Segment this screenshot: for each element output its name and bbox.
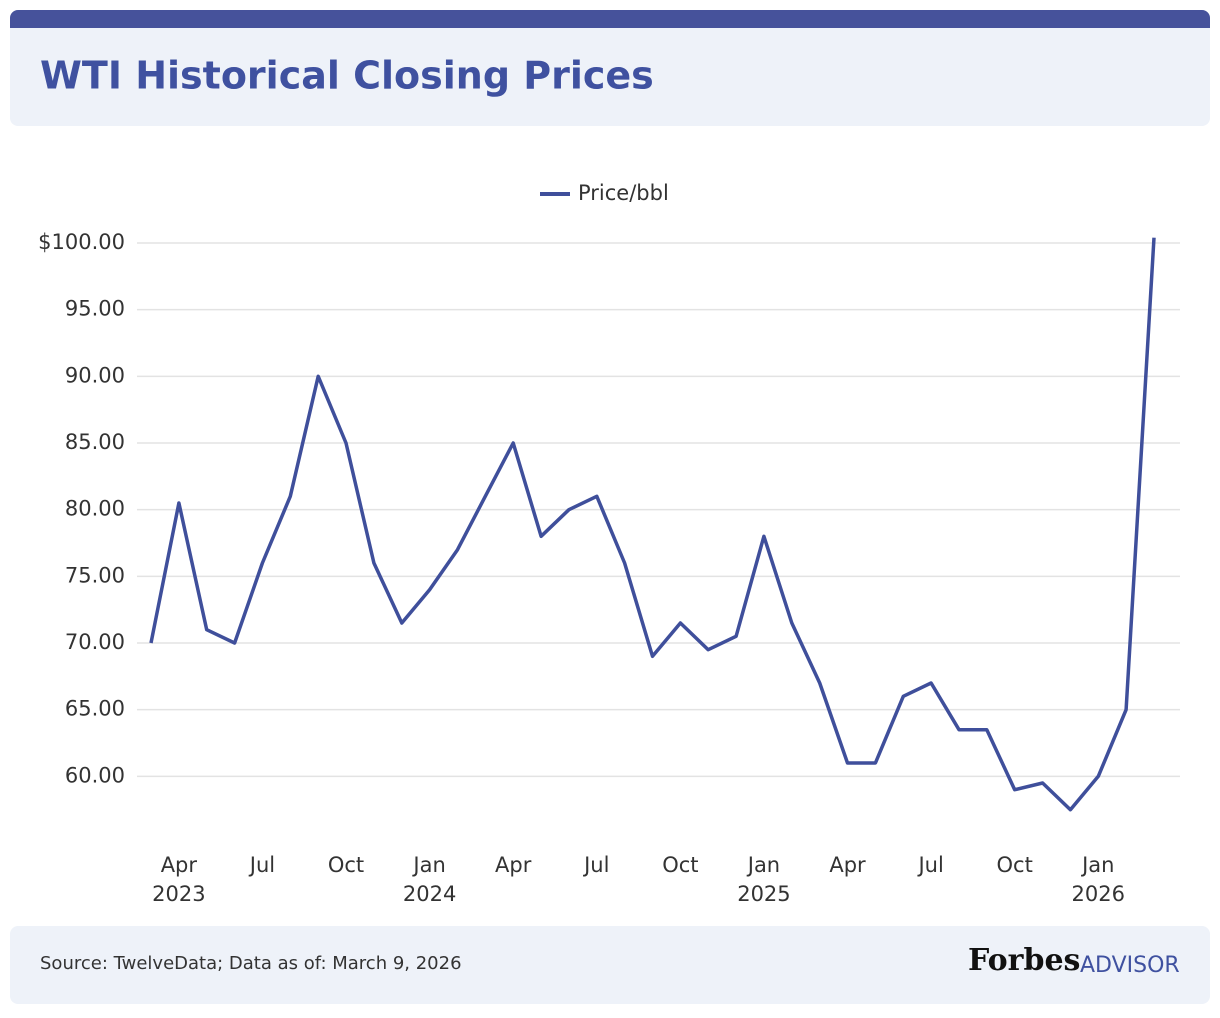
x-tick-label: Oct	[662, 853, 698, 877]
legend-label: Price/bbl	[578, 181, 669, 205]
y-tick-label: $100.00	[38, 230, 125, 254]
y-tick-label: 65.00	[65, 697, 125, 721]
header-stripe	[10, 10, 1210, 28]
header-bg	[10, 10, 1210, 126]
y-tick-label: 70.00	[65, 630, 125, 654]
x-tick-label: Apr	[495, 853, 532, 877]
y-tick-label: 90.00	[65, 363, 125, 387]
y-tick-label: 85.00	[65, 430, 125, 454]
x-tick-label: Jan	[746, 853, 780, 877]
x-tick-label: Jan	[1080, 853, 1114, 877]
footer-bg	[10, 926, 1210, 1004]
x-tick-label: Jan	[411, 853, 445, 877]
plot: 60.00 65.00 70.00 75.00 80.00 85.00 90.00 95.00…	[38, 181, 1180, 906]
x-tick-label: Oct	[997, 853, 1033, 877]
line	[149, 237, 1156, 812]
brand-sub: ADVISOR	[1080, 953, 1180, 978]
x-tick-year: 2023	[152, 882, 205, 906]
x-tick-label: Oct	[328, 853, 364, 877]
x-tick-year: 2026	[1072, 882, 1125, 906]
x-tick-label: Jul	[248, 853, 275, 877]
source: Source: TwelveData; Data as of: March 9,…	[40, 953, 462, 974]
x-tick-label: Jul	[916, 853, 943, 877]
x-tick-year: 2025	[737, 882, 790, 906]
y-tick-label: 95.00	[65, 297, 125, 321]
x-tick-label: Jul	[582, 853, 609, 877]
y-tick-label: 60.00	[65, 763, 125, 787]
x-tick-label: Apr	[829, 853, 866, 877]
y-tick-label: 75.00	[65, 563, 125, 587]
brand: Forbes	[968, 943, 1080, 978]
x-tick-label: Apr	[161, 853, 198, 877]
y-tick-label: 80.00	[65, 497, 125, 521]
x-tick-year: 2024	[403, 882, 456, 906]
title: WTI Historical Closing Prices	[40, 54, 654, 98]
